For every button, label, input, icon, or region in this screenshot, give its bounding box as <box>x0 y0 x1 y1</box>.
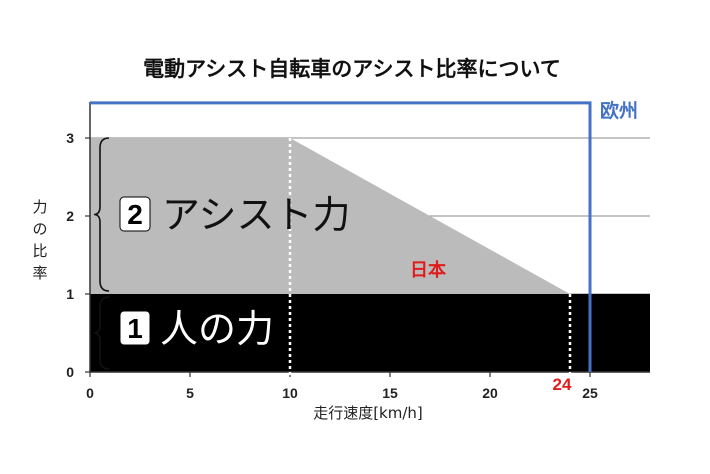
region-labels: 1 人の力 2 アシスト力 <box>119 193 350 351</box>
region-1-label: 人の力 <box>160 307 274 351</box>
y-tick-label-1: 1 <box>66 286 74 302</box>
region-1-number-box <box>119 310 151 346</box>
region-2-brace <box>93 137 110 292</box>
x-tick-label-5: 5 <box>186 385 194 401</box>
y-axis-label-char-1: の <box>32 220 47 238</box>
region-2-number: 2 <box>127 199 143 230</box>
x-tick-label-25: 25 <box>582 385 598 401</box>
axes <box>85 102 650 377</box>
x-axis-label: 走行速度[km/h] <box>313 404 423 422</box>
x-tick-label-0: 0 <box>86 385 94 401</box>
europe-limit: 欧州 <box>90 99 638 372</box>
x-tick-label-15: 15 <box>382 385 398 401</box>
region-braces <box>93 137 110 370</box>
region-2-label: アシスト力 <box>162 193 350 237</box>
y-tick-label-3: 3 <box>66 130 74 146</box>
europe-limit-line <box>90 101 592 372</box>
japan-label: 日本 <box>410 259 446 281</box>
region-1-brace <box>93 296 110 370</box>
chart-title: 電動アシスト自転車のアシスト比率について <box>143 57 561 81</box>
y-axis-label-char-2: 比 <box>32 242 47 260</box>
europe-label: 欧州 <box>600 99 638 122</box>
x-tick-label-10: 10 <box>282 385 298 401</box>
y-tick-labels: 0 1 2 3 <box>66 130 74 380</box>
region-1-number: 1 <box>127 313 143 344</box>
x-tick-labels: 0 5 10 15 20 25 <box>86 385 598 401</box>
y-axis-label-char-0: 力 <box>32 198 47 216</box>
x-tick-label-20: 20 <box>482 385 498 401</box>
y-tick-label-0: 0 <box>66 364 74 380</box>
y-tick-label-2: 2 <box>66 208 74 224</box>
region-1-area <box>90 294 650 372</box>
y-axis-label-char-3: 率 <box>32 264 47 282</box>
region-2-number-box <box>119 196 151 232</box>
region-areas <box>90 138 650 372</box>
speed-24-label: 24 <box>553 375 572 394</box>
speed-markers <box>288 138 572 378</box>
region-2-area <box>90 138 570 294</box>
